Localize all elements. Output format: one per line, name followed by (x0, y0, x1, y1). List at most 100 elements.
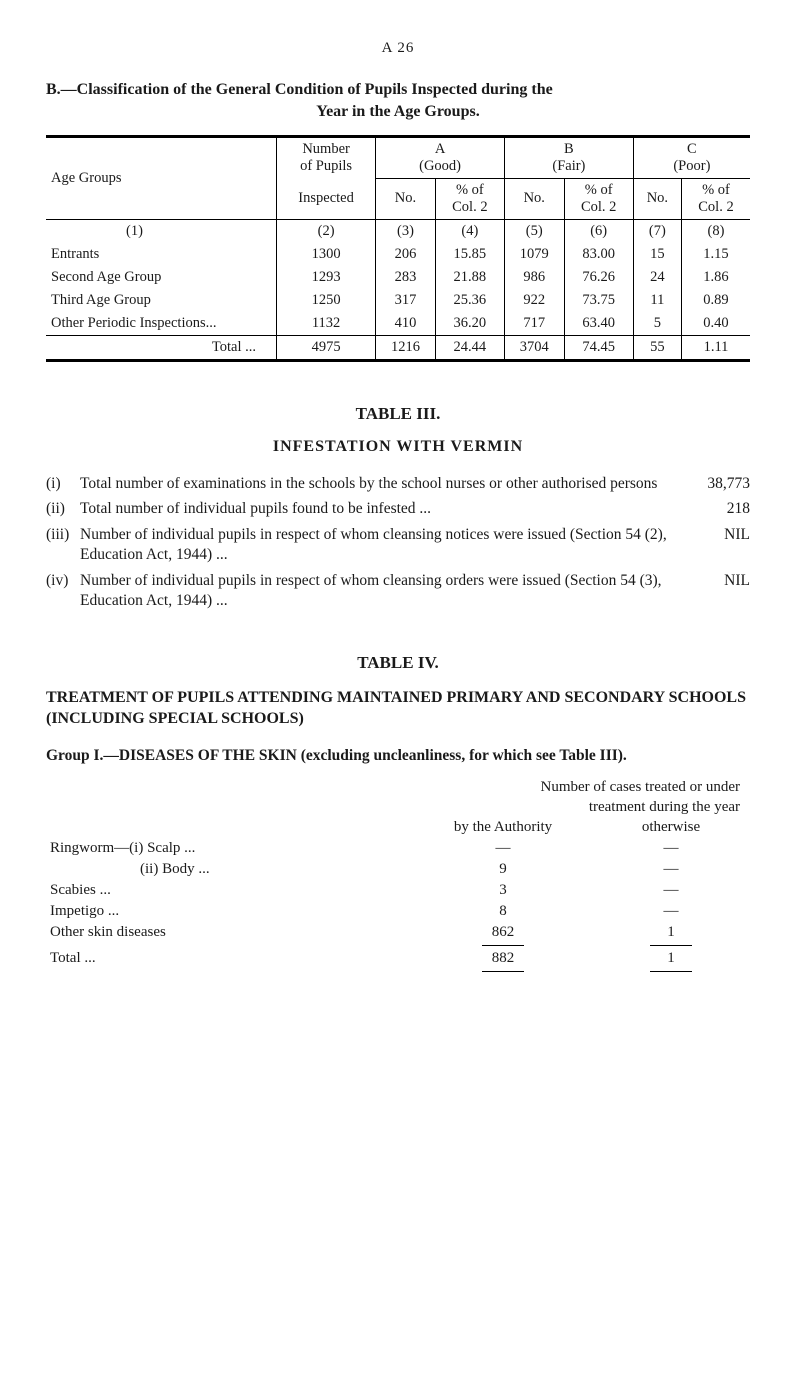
row-c-no: 15 (633, 243, 681, 266)
row-b-no: 717 (504, 312, 564, 336)
row-a-no: 410 (376, 312, 436, 336)
row-c-no: 24 (633, 266, 681, 289)
row-c-pct: 1.86 (681, 266, 750, 289)
hdr-age-groups: Age Groups (46, 136, 277, 219)
table4-caption: Number of cases treated or under treatme… (46, 777, 750, 818)
row-n: 1293 (277, 266, 376, 289)
hdr-pct-a1: % of (456, 182, 484, 198)
hdr-c-l: C (687, 141, 697, 157)
cap-l2: treatment during the year (589, 799, 740, 815)
col-otherwise: otherwise (592, 817, 750, 838)
skin-auth: 8 (414, 901, 592, 922)
row-b-no: 1079 (504, 243, 564, 266)
hdr-a-l: A (435, 141, 445, 157)
row-label: Entrants (46, 243, 277, 266)
row-a-no: 317 (376, 289, 436, 312)
row-c-pct: 0.40 (681, 312, 750, 336)
group-heading: Group I.—DISEASES OF THE SKIN (excluding… (46, 746, 750, 767)
total-a-pct: 24.44 (435, 335, 504, 360)
section-b-title-1: B.—Classification of the General Conditi… (46, 79, 750, 101)
hdr-num-l3: Inspected (277, 178, 376, 219)
total-label: Total ... (46, 335, 277, 360)
hdr-pct-c1: % of (702, 182, 730, 198)
table3-title: TABLE III. (46, 404, 750, 424)
skin-label: (ii) Body ... (46, 859, 414, 880)
colnum-1: (1) (46, 219, 277, 243)
row-b-pct: 76.26 (564, 266, 633, 289)
table3-subtitle: INFESTATION WITH VERMIN (46, 438, 750, 456)
col-authority: by the Authority (414, 817, 592, 838)
row-c-pct: 0.89 (681, 289, 750, 312)
hdr-c-s: (Poor) (673, 158, 710, 174)
item-val: 218 (688, 499, 750, 519)
row-a-no: 283 (376, 266, 436, 289)
hdr-pct-b1: % of (585, 182, 613, 198)
item-val: NIL (688, 571, 750, 611)
row-b-no: 922 (504, 289, 564, 312)
item-text: Total number of individual pupils found … (80, 499, 688, 519)
total-c-pct: 1.11 (681, 335, 750, 360)
skin-other: — (592, 901, 750, 922)
skin-total-label: Total ... (46, 948, 414, 969)
row-n: 1300 (277, 243, 376, 266)
hdr-b: B (Fair) (504, 136, 633, 178)
table4-title: TABLE IV. (46, 653, 750, 673)
hdr-pct-b2: Col. 2 (581, 199, 616, 215)
item-val: NIL (688, 525, 750, 565)
skin-other: 1 (592, 922, 750, 943)
row-c-no: 5 (633, 312, 681, 336)
row-a-no: 206 (376, 243, 436, 266)
hdr-pct-a2: Col. 2 (452, 199, 487, 215)
infestation-list: (i)Total number of examinations in the s… (46, 474, 750, 611)
colnum-7: (7) (633, 219, 681, 243)
row-label: Other Periodic Inspections... (46, 312, 277, 336)
hdr-pct-c: % of Col. 2 (681, 178, 750, 219)
row-n: 1132 (277, 312, 376, 336)
row-b-pct: 63.40 (564, 312, 633, 336)
skin-label: Ringworm—(i) Scalp ... (46, 838, 414, 859)
item-num: (iv) (46, 571, 80, 611)
total-c-no: 55 (633, 335, 681, 360)
item-num: (iii) (46, 525, 80, 565)
hdr-num-l1: Number of Pupils (277, 136, 376, 178)
skin-table: by the Authority otherwise Ringworm—(i) … (46, 817, 750, 974)
item-num: (ii) (46, 499, 80, 519)
skin-label: Scabies ... (46, 880, 414, 901)
page-number: A 26 (46, 40, 750, 57)
row-b-pct: 73.75 (564, 289, 633, 312)
hdr-no-a: No. (376, 178, 436, 219)
hdr-np-1: Number (302, 141, 350, 157)
hdr-np-2: of Pupils (300, 158, 352, 174)
skin-other: — (592, 880, 750, 901)
hdr-pct-c2: Col. 2 (698, 199, 733, 215)
item-text: Number of individual pupils in respect o… (80, 525, 688, 565)
hdr-pct-b: % of Col. 2 (564, 178, 633, 219)
skin-other: — (592, 838, 750, 859)
item-num: (i) (46, 474, 80, 494)
total-b-pct: 74.45 (564, 335, 633, 360)
total-a-no: 1216 (376, 335, 436, 360)
colnum-5: (5) (504, 219, 564, 243)
row-n: 1250 (277, 289, 376, 312)
row-b-no: 986 (504, 266, 564, 289)
skin-total-auth: 882 (414, 948, 592, 969)
skin-total-other: 1 (592, 948, 750, 969)
colnum-6: (6) (564, 219, 633, 243)
colnum-3: (3) (376, 219, 436, 243)
hdr-a-s: (Good) (419, 158, 461, 174)
row-label: Third Age Group (46, 289, 277, 312)
skin-label: Impetigo ... (46, 901, 414, 922)
colnum-4: (4) (435, 219, 504, 243)
row-c-no: 11 (633, 289, 681, 312)
cap-l1: Number of cases treated or under (541, 779, 741, 795)
row-a-pct: 15.85 (435, 243, 504, 266)
hdr-a: A (Good) (376, 136, 505, 178)
hdr-no-c: No. (633, 178, 681, 219)
hdr-pct-a: % of Col. 2 (435, 178, 504, 219)
table4-heading: TREATMENT OF PUPILS ATTENDING MAINTAINED… (46, 687, 750, 730)
row-label: Second Age Group (46, 266, 277, 289)
skin-auth: 9 (414, 859, 592, 880)
colnum-8: (8) (681, 219, 750, 243)
section-b-title-2: Year in the Age Groups. (46, 103, 750, 121)
hdr-no-b: No. (504, 178, 564, 219)
